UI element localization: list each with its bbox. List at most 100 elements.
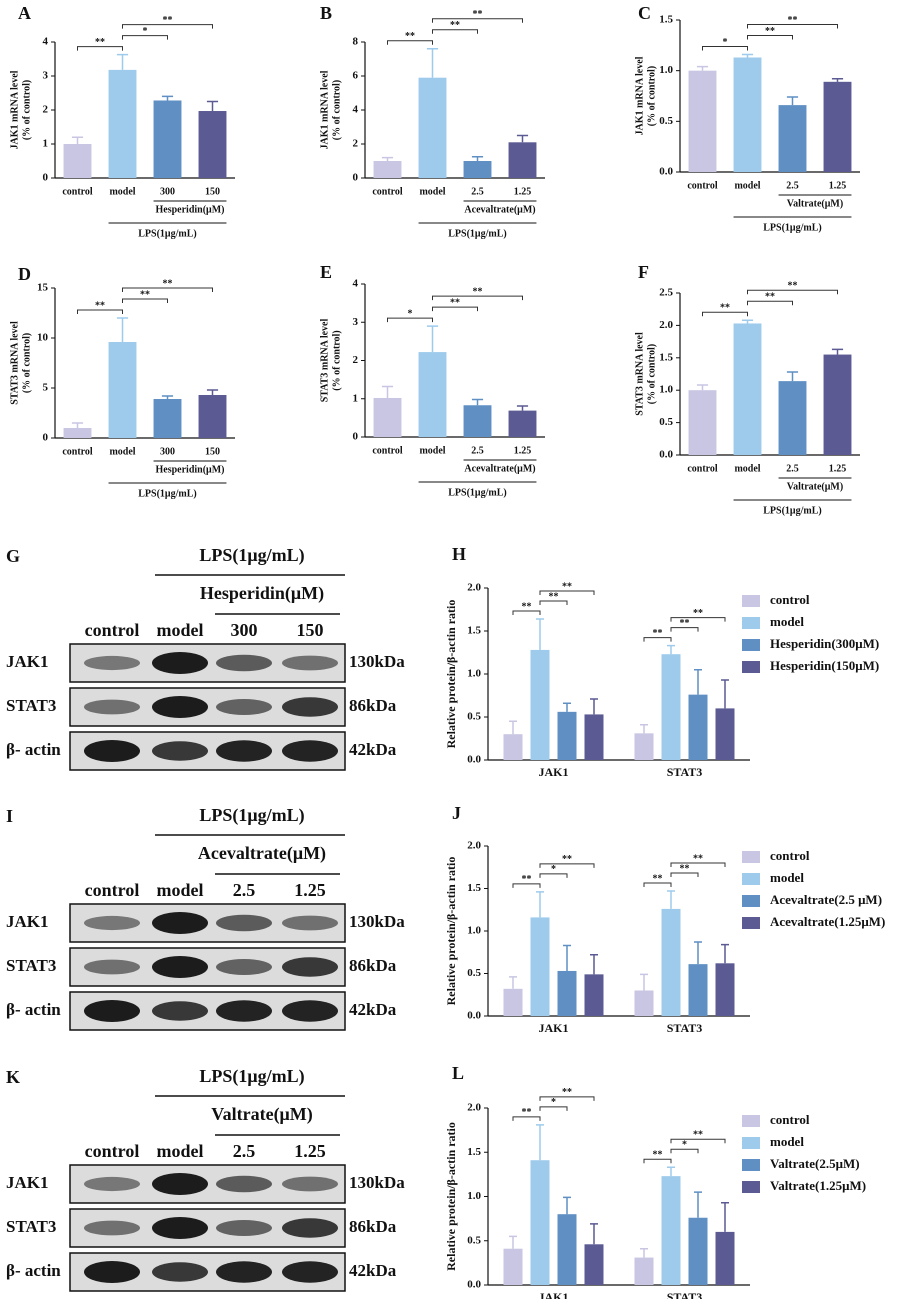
significance-bracket: [643, 882, 672, 888]
y-tick-label: 1: [43, 138, 49, 150]
bar: [778, 105, 807, 172]
x-tick-label: STAT3: [667, 1021, 703, 1035]
bar: [661, 654, 681, 760]
significance-label: **: [720, 303, 730, 314]
y-axis-label: (% of control): [331, 80, 342, 140]
y-axis-label: Relative protein/β-actin ratio: [444, 600, 458, 749]
error-bar: [509, 720, 517, 735]
treatment-label: LPS(1μg/mL): [199, 545, 304, 566]
error-bar: [640, 1247, 648, 1258]
blot-band: [282, 1176, 338, 1192]
significance-label: **: [522, 874, 532, 885]
significance-bracket: [643, 637, 672, 642]
y-tick-label: 2.0: [467, 840, 481, 852]
y-tick-label: 2.0: [659, 319, 673, 331]
error-bar: [786, 96, 799, 106]
significance-bracket: [643, 1158, 672, 1164]
error-bar: [563, 702, 571, 712]
blot-band: [282, 697, 338, 717]
significance-bracket: [432, 29, 478, 34]
bar: [661, 1176, 681, 1285]
lane-label: model: [157, 620, 204, 640]
significance-bracket: [747, 289, 838, 295]
significance-label: **: [788, 15, 798, 26]
x-tick-label: 300: [160, 446, 175, 457]
significance-label: **: [693, 853, 703, 864]
bar: [198, 395, 227, 438]
treatment-label: LPS(1μg/mL): [138, 228, 196, 239]
y-axis-label: (% of control): [331, 330, 342, 390]
error-bar: [667, 644, 675, 655]
bar: [508, 410, 537, 437]
y-tick-label: 6: [353, 70, 359, 82]
bar: [733, 57, 762, 172]
error-bar: [640, 723, 648, 734]
size-label: 86kDa: [349, 956, 397, 975]
bar: [557, 711, 577, 760]
lane-label: model: [157, 1141, 204, 1161]
y-tick-label: 2.5: [659, 287, 673, 299]
significance-label: **: [549, 591, 559, 602]
drug-label: Acevaltrate(μM): [198, 843, 326, 864]
treatment-label: LPS(1μg/mL): [199, 805, 304, 826]
blot-band: [84, 959, 140, 975]
y-axis-label: JAK1 mRNA level: [9, 70, 20, 149]
y-axis-label: (% of control): [646, 344, 657, 404]
error-bar: [471, 156, 484, 161]
x-tick-label: control: [62, 446, 93, 457]
significance-label: **: [163, 15, 173, 26]
significance-bracket: [747, 23, 838, 29]
bar: [463, 405, 492, 437]
bar: [661, 908, 681, 1016]
legend-label: control: [770, 1112, 810, 1127]
blot-band: [216, 914, 272, 932]
significance-bracket: [670, 862, 726, 868]
significance-label: **: [522, 601, 532, 612]
blot-band: [84, 655, 140, 671]
protein-label: JAK1: [6, 912, 49, 931]
blot-band: [282, 957, 338, 977]
size-label: 42kDa: [349, 1000, 397, 1019]
bar: [688, 694, 708, 760]
protein-label: JAK1: [6, 1173, 49, 1192]
treatment-label: LPS(1μg/mL): [763, 505, 821, 516]
significance-bracket: [747, 34, 793, 40]
significance-bracket: [539, 873, 568, 878]
significance-label: **: [653, 628, 663, 639]
error-bar: [831, 348, 844, 355]
size-label: 86kDa: [349, 1217, 397, 1236]
panel-label: H: [452, 544, 466, 564]
x-tick-label: 2.5: [471, 445, 484, 456]
y-tick-label: 1.0: [659, 64, 673, 76]
blot-band: [152, 696, 208, 718]
y-tick-label: 1.5: [467, 882, 481, 894]
panel-label: K: [6, 1067, 20, 1087]
y-tick-label: 0: [43, 172, 49, 184]
bar: [584, 974, 604, 1016]
legend-label: model: [770, 870, 804, 885]
size-label: 130kDa: [349, 1173, 405, 1192]
error-bar: [71, 136, 84, 144]
y-tick-label: 0.5: [659, 416, 673, 428]
y-tick-label: 1.5: [467, 625, 481, 637]
y-tick-label: 3: [353, 316, 359, 328]
bar: [508, 142, 537, 178]
x-tick-label: control: [687, 180, 718, 191]
error-bar: [206, 100, 219, 112]
bar: [634, 1257, 654, 1285]
significance-bracket: [539, 600, 568, 605]
y-tick-label: 1.5: [659, 14, 673, 26]
blot-band: [216, 654, 272, 672]
significance-label: **: [450, 297, 460, 308]
significance-bracket: [702, 311, 748, 317]
blot-band: [84, 740, 140, 762]
significance-label: **: [473, 9, 483, 20]
x-tick-label: 1.25: [514, 186, 532, 197]
x-tick-label: model: [734, 180, 760, 191]
y-tick-label: 4: [353, 278, 359, 290]
y-axis-label: STAT3 mRNA level: [9, 321, 20, 405]
y-axis-label: Relative protein/β-actin ratio: [444, 1122, 458, 1271]
bar: [715, 963, 735, 1016]
significance-bracket: [432, 295, 523, 301]
error-bar: [640, 973, 648, 991]
